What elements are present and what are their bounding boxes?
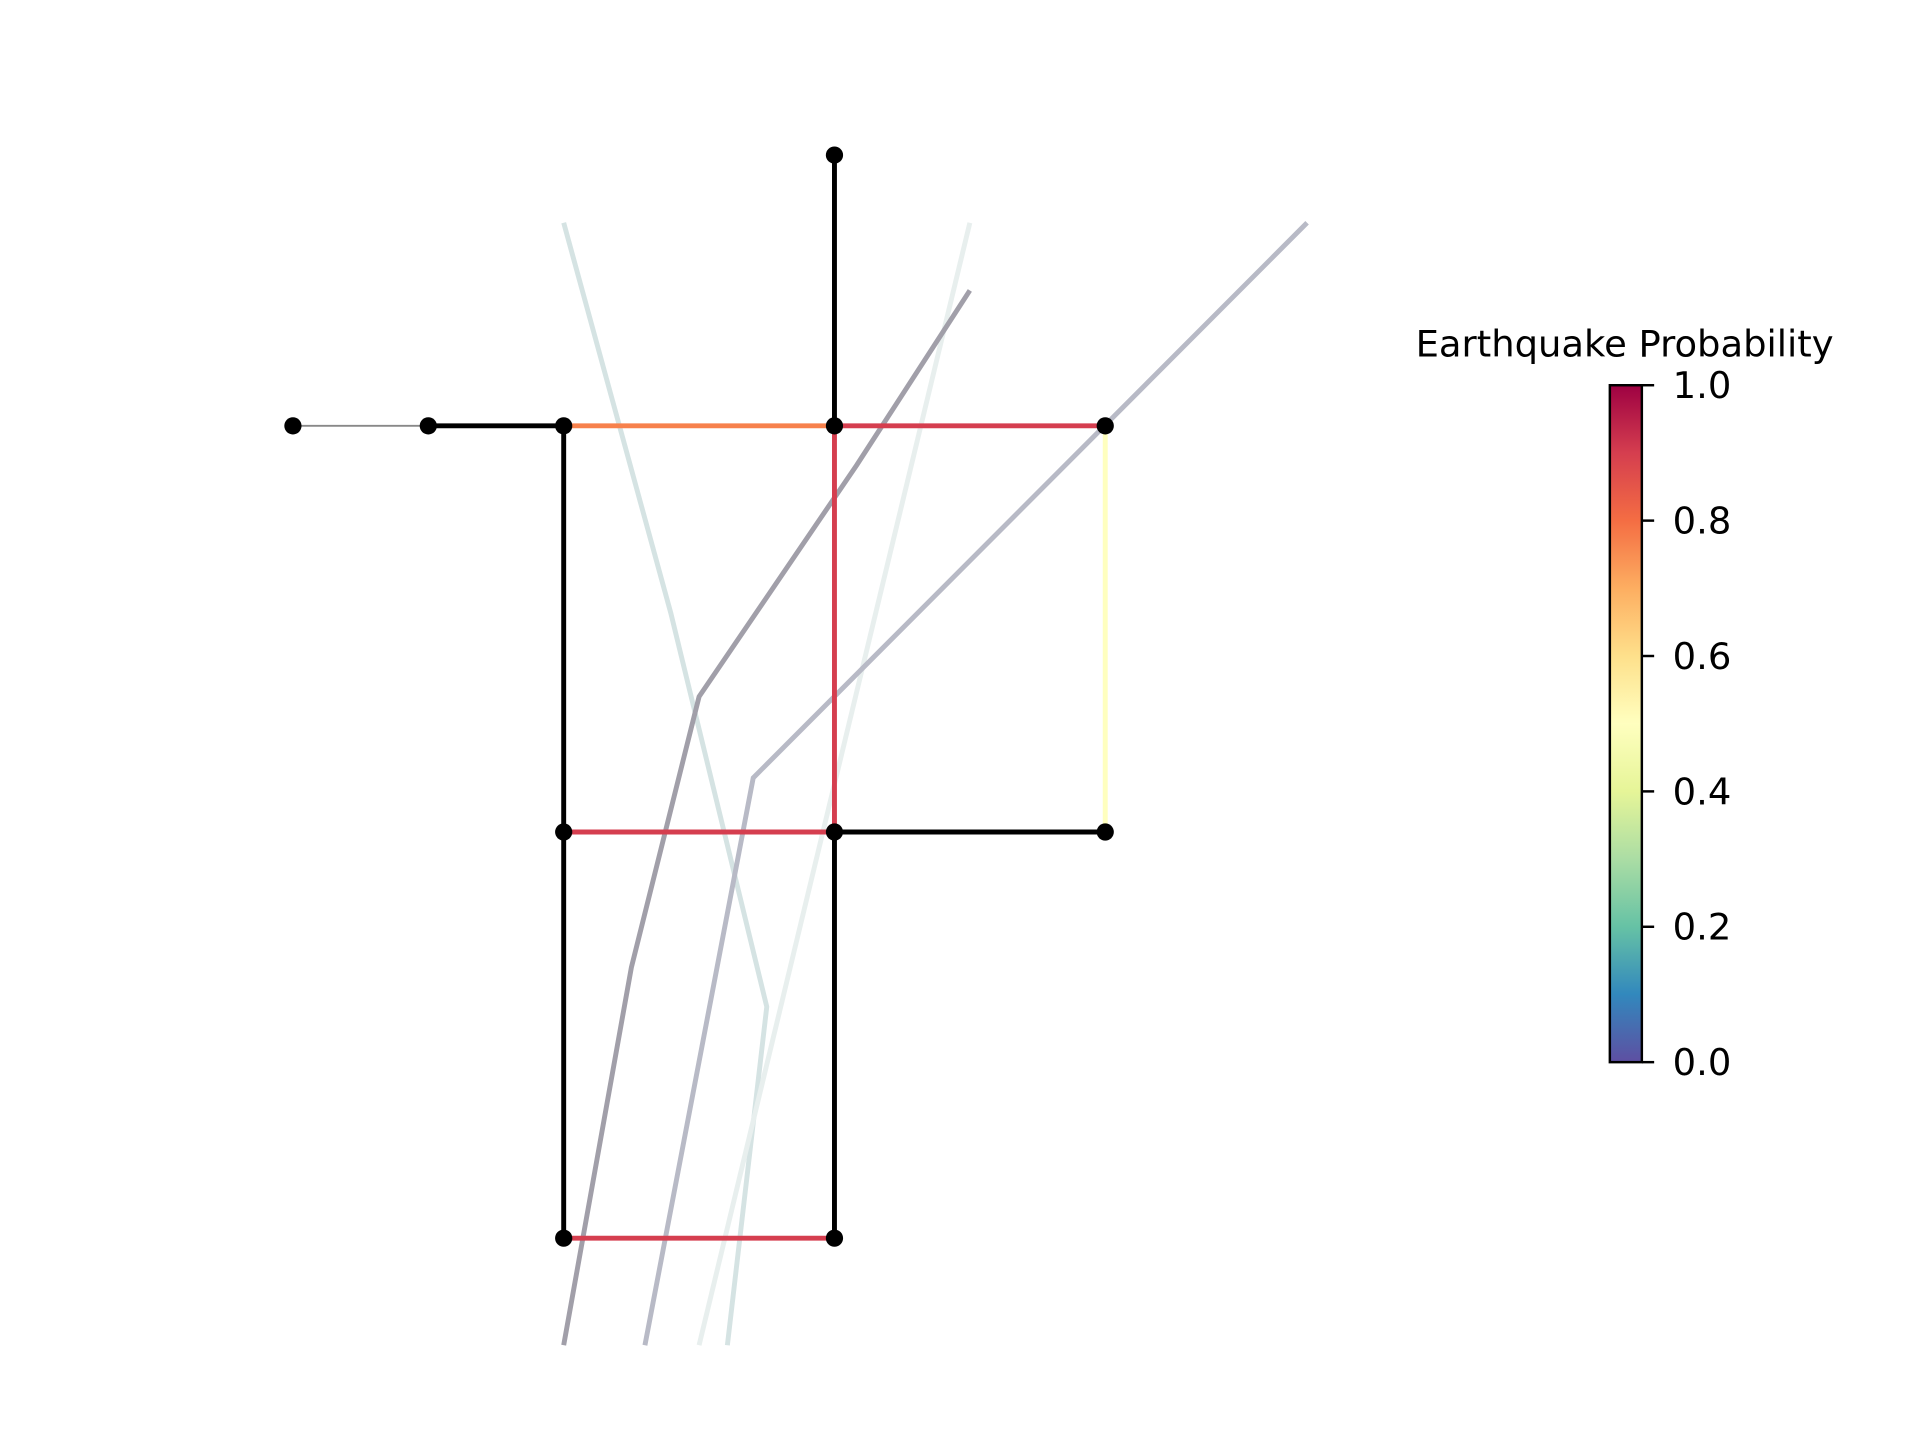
fault-line	[561, 222, 770, 1346]
node	[284, 417, 302, 435]
node	[825, 146, 844, 164]
colorbar-title: Earthquake Probability	[1416, 322, 1834, 365]
node	[825, 823, 844, 841]
tick-label: 1.0	[1673, 364, 1732, 407]
tick-label: 0.0	[1673, 1041, 1732, 1084]
node	[1096, 823, 1114, 841]
nodes	[284, 146, 1114, 1247]
node	[1096, 417, 1114, 435]
fault-line	[642, 221, 1309, 1346]
node	[555, 823, 573, 841]
tick-label: 0.6	[1673, 635, 1732, 678]
tick-label: 0.2	[1673, 906, 1732, 949]
node	[419, 417, 437, 435]
node	[555, 417, 573, 435]
node	[555, 1229, 573, 1247]
fault-line	[561, 289, 972, 1346]
node	[825, 417, 844, 435]
tick-label: 0.4	[1673, 770, 1732, 813]
colorbar	[1608, 384, 1644, 1064]
node	[825, 1229, 844, 1247]
tick-label: 0.8	[1673, 500, 1732, 543]
fault-lines	[561, 221, 1309, 1346]
edges	[292, 155, 1108, 1241]
